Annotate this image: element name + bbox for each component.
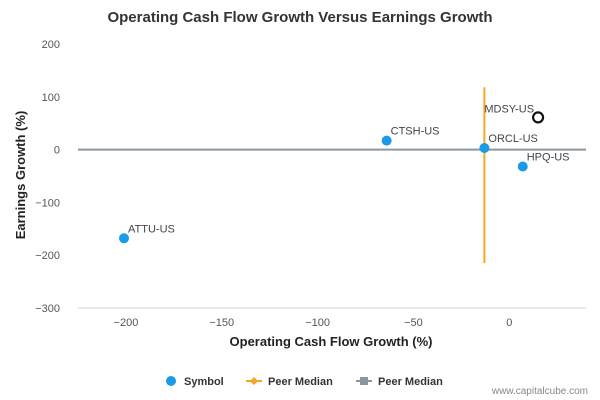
data-points: ATTU-US CTSH-US ORCL-US HPQ-US MDSY-US (119, 103, 570, 244)
y-axis-ticks: 200 100 0 −100 −200 −300 (35, 39, 60, 315)
data-point-label: ATTU-US (128, 223, 175, 235)
legend: Symbol Peer Median Peer Median (166, 376, 443, 388)
legend-square-marker (360, 377, 368, 385)
y-axis-title: Earnings Growth (%) (13, 111, 28, 240)
y-tick-label: 0 (54, 145, 60, 157)
x-tick-label: −50 (404, 317, 423, 329)
y-tick-label: −100 (35, 197, 60, 209)
data-point-label: CTSH-US (391, 126, 440, 138)
data-point (517, 161, 528, 172)
legend-diamond-marker (250, 377, 258, 385)
legend-symbol-marker (166, 376, 176, 386)
x-tick-label: −200 (114, 317, 139, 329)
data-point (381, 135, 392, 146)
chart-title: Operating Cash Flow Growth Versus Earnin… (107, 9, 492, 26)
x-tick-label: 0 (506, 317, 512, 329)
legend-label: Symbol (184, 376, 224, 388)
x-axis-ticks: −200 −150 −100 −50 0 (114, 317, 513, 329)
data-point-highlighted (531, 111, 545, 124)
data-point-label: MDSY-US (484, 103, 534, 115)
data-point-label: HPQ-US (527, 151, 570, 163)
data-point (119, 233, 130, 244)
data-point-label: ORCL-US (488, 133, 538, 145)
y-tick-label: 200 (42, 39, 60, 51)
legend-label: Peer Median (378, 376, 443, 388)
legend-label: Peer Median (268, 376, 333, 388)
watermark: www.capitalcube.com (491, 386, 588, 397)
x-tick-label: −100 (305, 317, 330, 329)
data-point (479, 143, 490, 154)
y-tick-label: −200 (35, 250, 60, 262)
x-axis-title: Operating Cash Flow Growth (%) (230, 334, 433, 349)
y-tick-label: −300 (35, 303, 60, 315)
x-tick-label: −150 (209, 317, 234, 329)
y-tick-label: 100 (42, 92, 60, 104)
